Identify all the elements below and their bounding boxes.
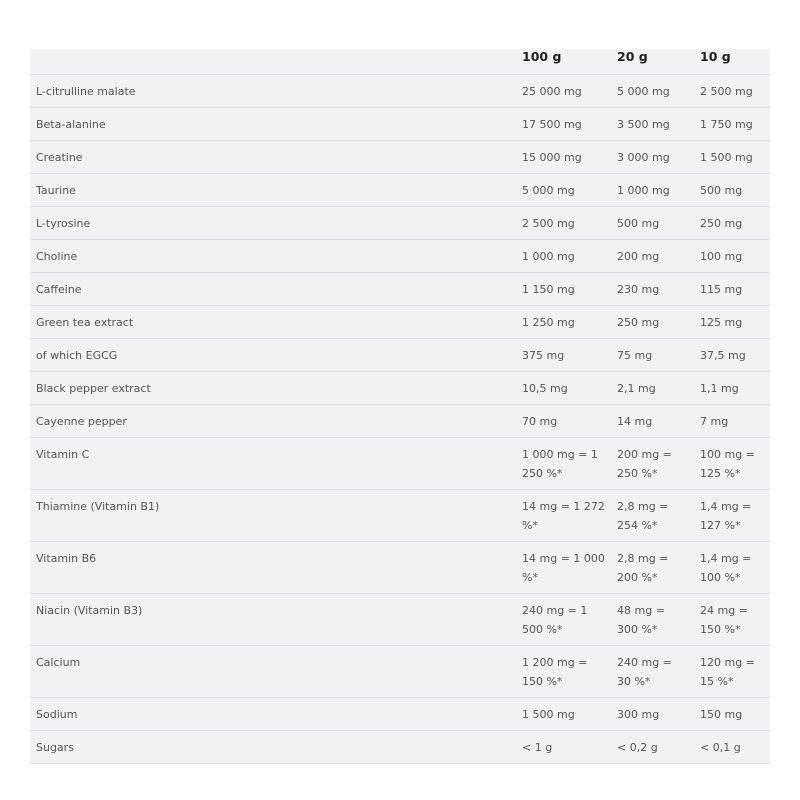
table-row: Creatine 15 000 mg 3 000 mg 1 500 mg (30, 140, 770, 174)
nutrient-amount: 115 mg (694, 272, 770, 306)
nutrient-amount: 3 500 mg (611, 107, 694, 141)
nutrient-amount: 230 mg (611, 272, 694, 306)
nutrient-amount: 2,8 mg = 254 %* (611, 489, 694, 542)
nutrient-amount: 15 000 mg (516, 140, 611, 174)
nutrient-amount: 1 200 mg = 150 %* (516, 645, 611, 698)
nutrient-amount: 1 150 mg (516, 272, 611, 306)
nutrition-table: 100 g 20 g 10 g L-citrulline malate 25 000 … (30, 49, 770, 764)
table-row: Black pepper extract 10,5 mg 2,1 mg 1,1 mg (30, 371, 770, 405)
nutrient-amount: 48 mg = 300 %* (611, 593, 694, 646)
nutrient-amount: 2,8 mg = 200 %* (611, 541, 694, 594)
table-row: Vitamin B6 14 mg = 1 000 %* 2,8 mg = 200 %… (30, 541, 770, 594)
nutrient-name: Vitamin B6 (30, 541, 516, 594)
column-header: 100 g (522, 49, 562, 64)
nutrient-name: Black pepper extract (30, 371, 516, 405)
nutrient-name: Niacin (Vitamin B3) (30, 593, 516, 646)
nutrient-name: Vitamin C (30, 437, 516, 490)
nutrient-amount: 2 500 mg (516, 206, 611, 240)
nutrient-amount: 3 000 mg (611, 140, 694, 174)
nutrient-amount: 300 mg (611, 697, 694, 731)
table-row: of which EGCG 375 mg 75 mg 37,5 mg (30, 338, 770, 372)
nutrient-amount: 17 500 mg (516, 107, 611, 141)
nutrient-amount: 37,5 mg (694, 338, 770, 372)
table-row: Niacin (Vitamin B3) 240 mg = 1 500 %* 48 m… (30, 593, 770, 646)
nutrient-amount: 240 mg = 1 500 %* (516, 593, 611, 646)
nutrient-name: Sugars (30, 730, 516, 764)
nutrient-amount: 10,5 mg (516, 371, 611, 405)
nutrient-amount: 14 mg (611, 404, 694, 438)
nutrient-amount: < 0,2 g (611, 730, 694, 764)
table-row: Calcium 1 200 mg = 150 %* 240 mg = 30 %* 12… (30, 645, 770, 698)
nutrient-name: Taurine (30, 173, 516, 207)
nutrient-amount: 500 mg (611, 206, 694, 240)
nutrient-amount: 1,1 mg (694, 371, 770, 405)
nutrient-amount: 1 000 mg (516, 239, 611, 273)
nutrient-name: L-citrulline malate (30, 74, 516, 108)
table-row: Cayenne pepper 70 mg 14 mg 7 mg (30, 404, 770, 438)
nutrient-name: Sodium (30, 697, 516, 731)
nutrient-name: Thiamine (Vitamin B1) (30, 489, 516, 542)
nutrient-amount: 1,4 mg = 100 %* (694, 541, 770, 594)
nutrient-amount: 25 000 mg (516, 74, 611, 108)
nutrient-amount: 120 mg = 15 %* (694, 645, 770, 698)
table-row: Sodium 1 500 mg 300 mg 150 mg (30, 697, 770, 731)
nutrient-amount: 1 750 mg (694, 107, 770, 141)
nutrient-name: Creatine (30, 140, 516, 174)
nutrient-amount: 500 mg (694, 173, 770, 207)
nutrient-amount: 1 500 mg (694, 140, 770, 174)
nutrient-name: Caffeine (30, 272, 516, 306)
column-header: 20 g (617, 49, 648, 64)
nutrient-amount: 100 mg (694, 239, 770, 273)
nutrient-amount: 125 mg (694, 305, 770, 339)
nutrient-amount: 14 mg = 1 000 %* (516, 541, 611, 594)
table-row: Green tea extract 1 250 mg 250 mg 125 mg (30, 305, 770, 339)
table-row: L-citrulline malate 25 000 mg 5 000 mg 2 50… (30, 74, 770, 108)
table-row: Thiamine (Vitamin B1) 14 mg = 1 272 %* 2,8… (30, 489, 770, 542)
nutrient-amount: 24 mg = 150 %* (694, 593, 770, 646)
nutrient-amount: 1 500 mg (516, 697, 611, 731)
header-row: 100 g 20 g 10 g (30, 49, 770, 75)
nutrient-name: Cayenne pepper (30, 404, 516, 438)
table-row: Choline 1 000 mg 200 mg 100 mg (30, 239, 770, 273)
table-row: Taurine 5 000 mg 1 000 mg 500 mg (30, 173, 770, 207)
nutrient-amount: 1 000 mg (611, 173, 694, 207)
table-row: Caffeine 1 150 mg 230 mg 115 mg (30, 272, 770, 306)
nutrient-name: Calcium (30, 645, 516, 698)
nutrient-amount: 100 mg = 125 %* (694, 437, 770, 490)
nutrient-amount: 1,4 mg = 127 %* (694, 489, 770, 542)
nutrient-amount: 150 mg (694, 697, 770, 731)
nutrient-amount: < 0,1 g (694, 730, 770, 764)
nutrient-amount: 5 000 mg (611, 74, 694, 108)
nutrient-name: Green tea extract (30, 305, 516, 339)
nutrient-amount: 5 000 mg (516, 173, 611, 207)
nutrient-name: L-tyrosine (30, 206, 516, 240)
table-row: Beta-alanine 17 500 mg 3 500 mg 1 750 mg (30, 107, 770, 141)
nutrient-amount: 1 250 mg (516, 305, 611, 339)
nutrient-amount: < 1 g (516, 730, 611, 764)
table-row: L-tyrosine 2 500 mg 500 mg 250 mg (30, 206, 770, 240)
nutrient-amount: 70 mg (516, 404, 611, 438)
nutrient-amount: 14 mg = 1 272 %* (516, 489, 611, 542)
column-header (30, 49, 516, 75)
column-header: 10 g (700, 49, 731, 64)
nutrient-amount: 240 mg = 30 %* (611, 645, 694, 698)
table-row: Sugars < 1 g < 0,2 g < 0,1 g (30, 730, 770, 764)
nutrient-amount: 2,1 mg (611, 371, 694, 405)
nutrient-amount: 7 mg (694, 404, 770, 438)
nutrient-amount: 200 mg (611, 239, 694, 273)
nutrient-amount: 375 mg (516, 338, 611, 372)
nutrient-amount: 75 mg (611, 338, 694, 372)
nutrient-amount: 200 mg = 250 %* (611, 437, 694, 490)
nutrient-name: Beta-alanine (30, 107, 516, 141)
nutrient-name: Choline (30, 239, 516, 273)
nutrient-amount: 250 mg (694, 206, 770, 240)
nutrient-amount: 1 000 mg = 1 250 %* (516, 437, 611, 490)
nutrient-name: of which EGCG (30, 338, 516, 372)
nutrient-amount: 2 500 mg (694, 74, 770, 108)
nutrient-amount: 250 mg (611, 305, 694, 339)
